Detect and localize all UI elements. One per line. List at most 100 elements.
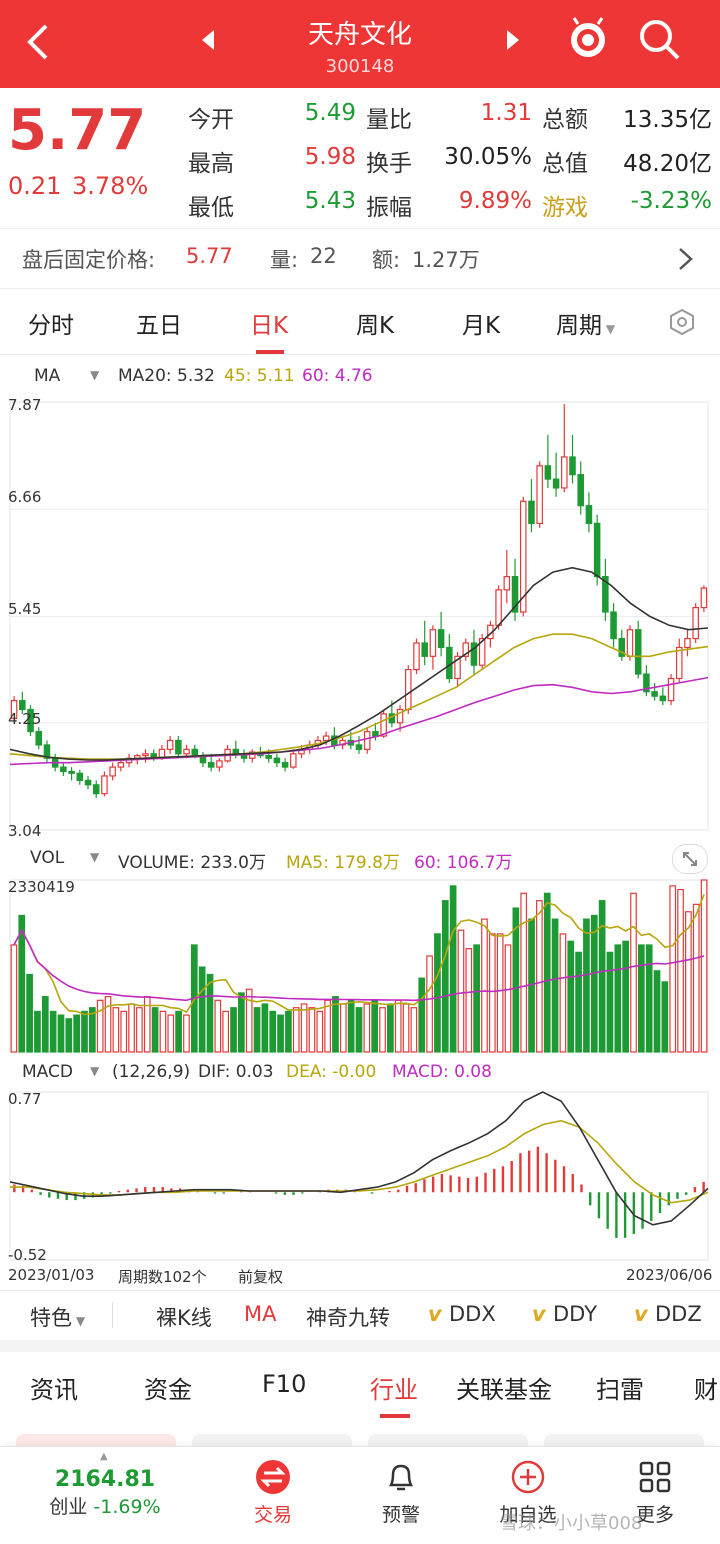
ma-button[interactable]: MA bbox=[244, 1302, 277, 1326]
volume-bar bbox=[669, 885, 677, 1053]
volume-chart[interactable] bbox=[0, 876, 720, 1054]
tab-period[interactable]: 周期 ▼ bbox=[556, 306, 615, 340]
volume-bar bbox=[112, 1007, 120, 1053]
next-stock-icon[interactable] bbox=[505, 28, 521, 52]
price-axis-label: 3.04 bbox=[8, 822, 42, 840]
candle-body bbox=[618, 637, 626, 657]
candle-body bbox=[675, 646, 683, 680]
back-icon[interactable] bbox=[22, 22, 52, 62]
naked-k-button[interactable]: 裸K线 bbox=[156, 1306, 212, 1330]
after-hours-amt: 1.27万 bbox=[412, 248, 480, 272]
vol-ma60-value: 60: 106.7万 bbox=[414, 853, 513, 873]
nav-alert[interactable]: 预警 bbox=[364, 1459, 438, 1527]
expand-button[interactable] bbox=[672, 844, 708, 874]
chevron-right-icon bbox=[679, 248, 693, 270]
volume-bar bbox=[614, 944, 622, 1053]
ma-dropdown-icon[interactable]: ▼ bbox=[90, 368, 100, 382]
tab-industry[interactable]: 行业 bbox=[370, 1376, 418, 1404]
ddy-button[interactable]: v DDY bbox=[532, 1302, 597, 1326]
prev-stock-icon[interactable] bbox=[200, 28, 216, 52]
volume-bar bbox=[175, 1010, 182, 1053]
volume-bar bbox=[300, 1003, 308, 1053]
stock-name: 天舟文化 bbox=[307, 20, 412, 50]
volume-bar bbox=[465, 948, 473, 1053]
nav-trade[interactable]: 交易 bbox=[236, 1459, 310, 1527]
tab-intraday[interactable]: 分时 bbox=[28, 313, 74, 339]
card-stub bbox=[544, 1434, 704, 1446]
collapse-up-icon[interactable]: ▲ bbox=[100, 1451, 108, 1462]
volume-bar bbox=[520, 892, 528, 1053]
macd-dropdown-icon[interactable]: ▼ bbox=[90, 1064, 100, 1078]
settings-icon[interactable] bbox=[668, 308, 696, 336]
tab-finance[interactable]: 财 bbox=[694, 1376, 718, 1404]
volume-value: VOLUME: 233.0万 bbox=[118, 853, 266, 873]
vol-ma5-value: MA5: 179.8万 bbox=[286, 853, 400, 873]
ma20-line bbox=[9, 566, 709, 761]
nav-add-watchlist[interactable]: 加自选 bbox=[486, 1459, 570, 1527]
candle-body bbox=[552, 478, 560, 489]
volume-bar bbox=[339, 1003, 347, 1053]
feature-selector[interactable]: 特色 ▼ bbox=[30, 1302, 85, 1332]
candle-body bbox=[700, 587, 708, 609]
dif-line bbox=[9, 1091, 709, 1226]
ddx-button[interactable]: v DDX bbox=[428, 1302, 496, 1326]
candlestick-chart[interactable] bbox=[0, 392, 720, 844]
ma-selector[interactable]: MA bbox=[34, 366, 60, 386]
volume-bar bbox=[81, 1010, 88, 1053]
candle-body bbox=[175, 739, 182, 755]
candle-body bbox=[396, 708, 404, 724]
tab-weekly-k[interactable]: 周K bbox=[356, 313, 395, 339]
chart-frame bbox=[9, 1091, 709, 1261]
low-value: 5.43 bbox=[304, 188, 356, 214]
volume-bar bbox=[481, 918, 488, 1053]
tab-daily-k[interactable]: 日K bbox=[250, 313, 289, 339]
date-end: 2023/06/06 bbox=[626, 1266, 713, 1284]
volume-bar bbox=[661, 981, 669, 1053]
volume-bar bbox=[206, 973, 214, 1053]
vol-dropdown-icon[interactable]: ▼ bbox=[90, 850, 100, 864]
volume-bar bbox=[653, 970, 661, 1053]
after-hours-row[interactable]: 盘后固定价格: 5.77 量: 22 额: 1.27万 bbox=[0, 230, 720, 286]
mascot-icon[interactable] bbox=[564, 14, 612, 62]
index-ticker[interactable]: 2164.81 创业 -1.69% bbox=[20, 1467, 190, 1519]
nav-more[interactable]: 更多 bbox=[618, 1459, 692, 1527]
high-label: 最高 bbox=[188, 151, 234, 177]
tab-risk-scan[interactable]: 扫雷 bbox=[596, 1376, 644, 1404]
ddz-button[interactable]: v DDZ bbox=[634, 1302, 702, 1326]
tab-news[interactable]: 资讯 bbox=[30, 1376, 78, 1404]
tab-f10[interactable]: F10 bbox=[262, 1370, 307, 1398]
open-label: 今开 bbox=[188, 107, 234, 133]
candle-body bbox=[511, 575, 519, 613]
adjust-mode[interactable]: 前复权 bbox=[238, 1268, 284, 1286]
volume-bar bbox=[512, 907, 520, 1053]
sector-label[interactable]: 游戏 bbox=[542, 195, 588, 221]
volume-bar bbox=[222, 1010, 230, 1053]
candle-body bbox=[519, 500, 527, 613]
volume-bar bbox=[387, 1003, 394, 1053]
candle-body bbox=[503, 575, 511, 591]
volume-bar bbox=[49, 1010, 57, 1053]
search-icon[interactable] bbox=[636, 16, 682, 62]
candle-body bbox=[667, 677, 675, 702]
candle-body bbox=[495, 589, 502, 626]
candle-body bbox=[577, 474, 584, 507]
vol-ma5-line bbox=[13, 894, 705, 1016]
macd-chart[interactable] bbox=[0, 1088, 720, 1268]
volume-bar bbox=[347, 999, 355, 1053]
volume-bar bbox=[363, 1003, 371, 1053]
volume-bar bbox=[41, 996, 49, 1053]
volume-bar bbox=[136, 1007, 143, 1053]
candle-body bbox=[659, 695, 667, 702]
price-change: 0.21 bbox=[8, 172, 62, 200]
grid-icon bbox=[639, 1461, 671, 1493]
candle-body bbox=[692, 606, 699, 640]
tab-monthly-k[interactable]: 月K bbox=[462, 313, 501, 339]
tab-funds[interactable]: 资金 bbox=[144, 1376, 192, 1404]
dif-value: DIF: 0.03 bbox=[198, 1062, 274, 1082]
volume-bar bbox=[277, 1014, 284, 1053]
magic-nine-button[interactable]: 神奇九转 bbox=[306, 1306, 390, 1330]
tab-related-funds[interactable]: 关联基金 bbox=[456, 1376, 552, 1404]
turnover-label: 换手 bbox=[366, 151, 412, 177]
tab-five-day[interactable]: 五日 bbox=[136, 313, 182, 339]
amplitude-label: 振幅 bbox=[366, 195, 412, 221]
